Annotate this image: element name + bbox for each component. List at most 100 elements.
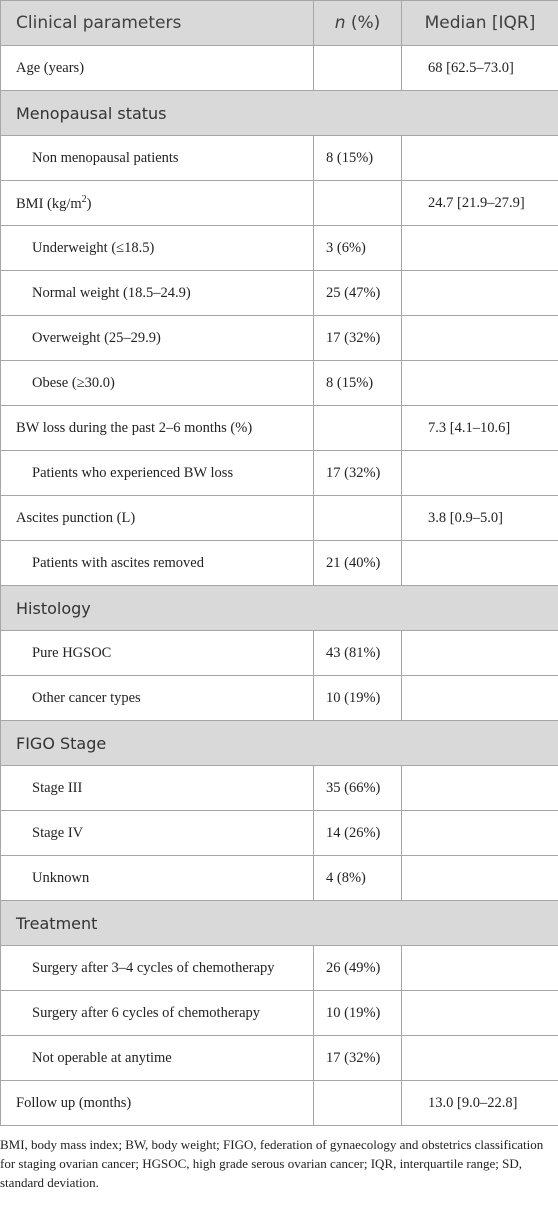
label-cell: Underweight (≤18.5) <box>0 225 314 271</box>
label-text: Other cancer types <box>32 689 141 706</box>
median-cell <box>401 315 558 361</box>
label-cell: BW loss during the past 2–6 months (%) <box>0 405 314 451</box>
label-text: Unknown <box>32 869 90 886</box>
label-cell: Age (years) <box>0 45 314 91</box>
table-row: Overweight (25–29.9) 17 (32%) <box>0 315 558 361</box>
table-row: Ascites punction (L) 3.8 [0.9–5.0] <box>0 495 558 541</box>
n-cell: 14 (26%) <box>313 810 402 856</box>
table-row: Pure HGSOC 43 (81%) <box>0 630 558 676</box>
header-cell: Median [IQR] <box>401 0 558 46</box>
label-cell: Pure HGSOC <box>0 630 314 676</box>
label-cell: Surgery after 3–4 cycles of chemotherapy <box>0 945 314 991</box>
table-row: Other cancer types 10 (19%) <box>0 675 558 721</box>
table-row: FIGO Stage <box>0 720 558 766</box>
header-cell: Clinical parameters <box>0 0 314 46</box>
header-cell: n (%) <box>313 0 402 46</box>
n-cell: 26 (49%) <box>313 945 402 991</box>
n-cell: 25 (47%) <box>313 270 402 316</box>
label-text: Age (years) <box>16 59 85 76</box>
table-row: Menopausal status <box>0 90 558 136</box>
median-cell <box>401 540 558 586</box>
section-cell: FIGO Stage <box>0 720 558 766</box>
median-cell <box>401 360 558 406</box>
median-cell <box>401 855 558 901</box>
table-row: Non menopausal patients 8 (15%) <box>0 135 558 181</box>
label-text: Underweight (≤18.5) <box>32 239 155 256</box>
n-cell <box>313 1080 402 1126</box>
n-cell: 35 (66%) <box>313 765 402 811</box>
label-cell: Stage III <box>0 765 314 811</box>
median-cell: 24.7 [21.9–27.9] <box>401 180 558 226</box>
header-italic: n <box>334 13 346 33</box>
superscript: 2 <box>81 193 87 205</box>
n-cell: 17 (32%) <box>313 315 402 361</box>
table-row: Not operable at anytime 17 (32%) <box>0 1035 558 1081</box>
n-cell: 43 (81%) <box>313 630 402 676</box>
n-cell: 4 (8%) <box>313 855 402 901</box>
n-cell: 17 (32%) <box>313 1035 402 1081</box>
table-row: Surgery after 3–4 cycles of chemotherapy… <box>0 945 558 991</box>
label-text: Obese (≥30.0) <box>32 374 115 391</box>
label-text: Non menopausal patients <box>32 149 179 166</box>
label-text: Not operable at anytime <box>32 1049 172 1066</box>
table-row: Unknown 4 (8%) <box>0 855 558 901</box>
median-cell: 7.3 [4.1–10.6] <box>401 405 558 451</box>
label-text: Pure HGSOC <box>32 644 112 661</box>
label-text: Normal weight (18.5–24.9) <box>32 284 191 301</box>
section-cell: Menopausal status <box>0 90 558 136</box>
label-text: Ascites punction (L) <box>16 509 136 526</box>
label-cell: Unknown <box>0 855 314 901</box>
n-cell <box>313 495 402 541</box>
label-cell: Not operable at anytime <box>0 1035 314 1081</box>
median-cell <box>401 225 558 271</box>
n-cell: 10 (19%) <box>313 675 402 721</box>
median-cell <box>401 810 558 856</box>
label-text: BMI (kg/m <box>16 195 82 212</box>
median-cell: 68 [62.5–73.0] <box>401 45 558 91</box>
label-cell: Other cancer types <box>0 675 314 721</box>
label-cell: Stage IV <box>0 810 314 856</box>
label-cell: Follow up (months) <box>0 1080 314 1126</box>
label-text: BW loss during the past 2–6 months (%) <box>16 419 253 436</box>
label-cell: Surgery after 6 cycles of chemotherapy <box>0 990 314 1036</box>
n-cell <box>313 45 402 91</box>
label-cell: Overweight (25–29.9) <box>0 315 314 361</box>
median-cell <box>401 945 558 991</box>
label-text: Follow up (months) <box>16 1094 132 1111</box>
label-cell: Obese (≥30.0) <box>0 360 314 406</box>
median-cell: 13.0 [9.0–22.8] <box>401 1080 558 1126</box>
label-text: Surgery after 6 cycles of chemotherapy <box>32 1004 261 1021</box>
label-cell: Normal weight (18.5–24.9) <box>0 270 314 316</box>
table-row: Stage IV 14 (26%) <box>0 810 558 856</box>
label-text: Stage IV <box>32 824 84 841</box>
header-row: Clinical parameters n (%) Median [IQR] <box>0 0 558 46</box>
table-row: Stage III 35 (66%) <box>0 765 558 811</box>
median-cell <box>401 990 558 1036</box>
median-cell: 3.8 [0.9–5.0] <box>401 495 558 541</box>
table: Clinical parameters n (%) Median [IQR] A… <box>0 0 558 1126</box>
n-cell <box>313 405 402 451</box>
median-cell <box>401 675 558 721</box>
header-text: (%) <box>350 13 381 33</box>
table-row: Treatment <box>0 900 558 946</box>
table-row: Surgery after 6 cycles of chemotherapy 10… <box>0 990 558 1036</box>
table-row: Patients with ascites removed 21 (40%) <box>0 540 558 586</box>
footnote: BMI, body mass index; BW, body weight; F… <box>0 1137 544 1190</box>
table-row: Patients who experienced BW loss 17 (32%) <box>0 450 558 496</box>
section-cell: Treatment <box>0 900 558 946</box>
table-row: Obese (≥30.0) 8 (15%) <box>0 360 558 406</box>
table-row: Follow up (months) 13.0 [9.0–22.8] <box>0 1080 558 1126</box>
table-row: Histology <box>0 585 558 631</box>
table-row: Normal weight (18.5–24.9) 25 (47%) <box>0 270 558 316</box>
table-row: BMI (kg/m2) 24.7 [21.9–27.9] <box>0 180 558 226</box>
median-cell <box>401 1035 558 1081</box>
median-cell <box>401 765 558 811</box>
label-cell: BMI (kg/m2) <box>0 180 314 226</box>
table-row: Age (years) 68 [62.5–73.0] <box>0 45 558 91</box>
label-cell: Patients who experienced BW loss <box>0 450 314 496</box>
table-row: Underweight (≤18.5) 3 (6%) <box>0 225 558 271</box>
n-cell: 8 (15%) <box>313 360 402 406</box>
label-cell: Ascites punction (L) <box>0 495 314 541</box>
table-body: Age (years) 68 [62.5–73.0] Menopausal stat… <box>0 45 558 1126</box>
